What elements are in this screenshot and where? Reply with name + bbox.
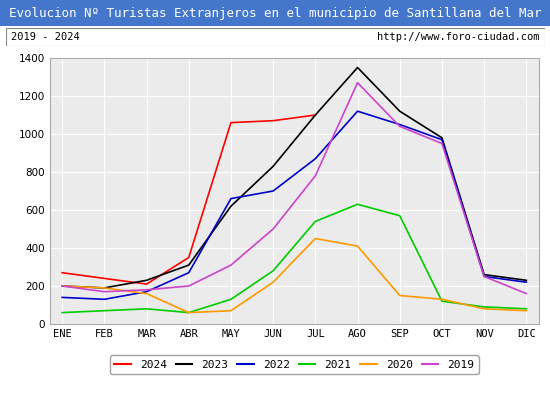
Text: 2019 - 2024: 2019 - 2024 — [11, 32, 80, 42]
Legend: 2024, 2023, 2022, 2021, 2020, 2019: 2024, 2023, 2022, 2021, 2020, 2019 — [110, 356, 478, 374]
Text: Evolucion Nº Turistas Extranjeros en el municipio de Santillana del Mar: Evolucion Nº Turistas Extranjeros en el … — [9, 6, 541, 20]
Text: http://www.foro-ciudad.com: http://www.foro-ciudad.com — [377, 32, 539, 42]
